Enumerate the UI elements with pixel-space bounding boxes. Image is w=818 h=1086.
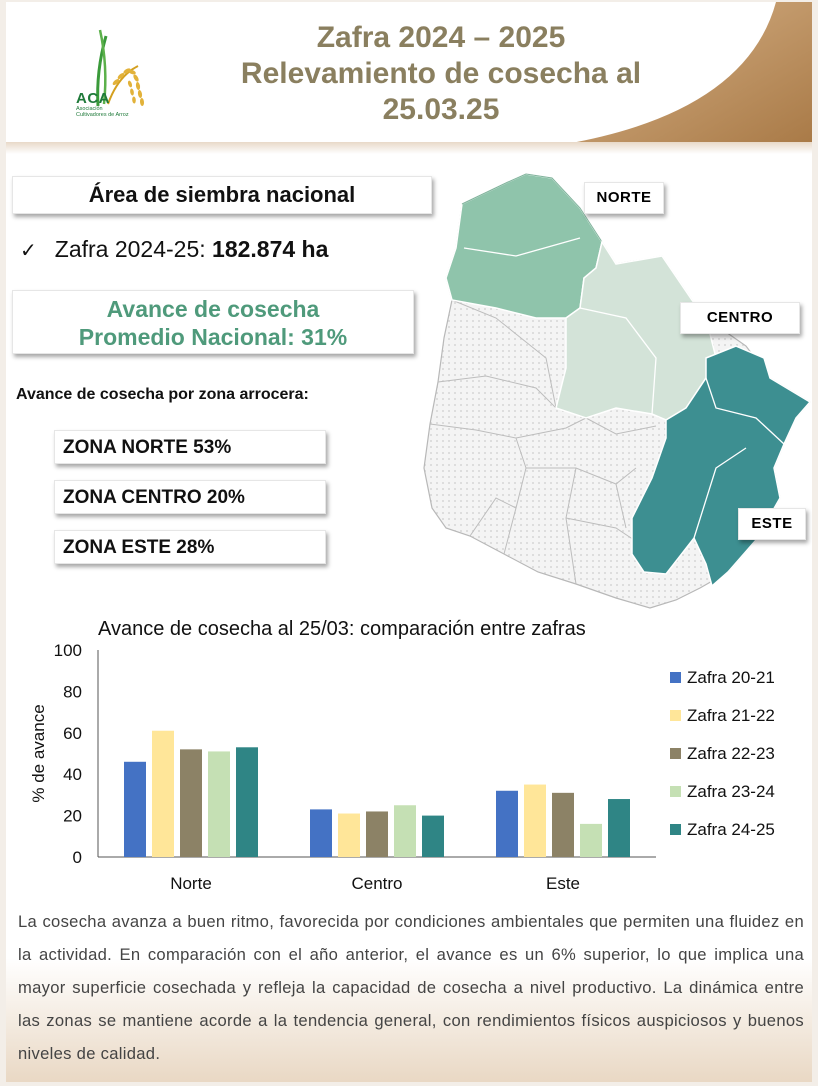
avance-line-1: Avance de cosecha xyxy=(106,296,320,322)
map-zone-este xyxy=(631,345,812,588)
legend-swatch xyxy=(670,748,681,759)
legend-swatch xyxy=(670,710,681,721)
legend-item: Zafra 21-22 xyxy=(670,706,775,726)
y-tick-label: 60 xyxy=(63,724,82,743)
bar-este-0 xyxy=(496,790,518,857)
map-este-border xyxy=(693,377,785,539)
x-category-label: Norte xyxy=(170,874,212,893)
map-zone-norte xyxy=(445,173,603,319)
map-norte-border xyxy=(463,237,581,257)
report-page: ACA Asociación Cultivadores de Arroz Zaf… xyxy=(6,2,812,1082)
title-line-2: Relevamiento de cosecha al xyxy=(240,57,642,90)
bar-centro-2 xyxy=(366,811,388,857)
map-label-centro: CENTRO xyxy=(680,302,800,334)
zona-heading: Avance de cosecha por zona arrocera: xyxy=(16,386,309,403)
legend-swatch xyxy=(670,672,681,683)
legend-item: Zafra 24-25 xyxy=(670,820,775,840)
check-icon: ✓ xyxy=(20,240,37,262)
y-tick-label: 0 xyxy=(73,848,82,867)
avance-nacional-box: Avance de cosecha Promedio Nacional: 31% xyxy=(12,290,414,354)
header-swoosh xyxy=(566,2,812,144)
legend-swatch xyxy=(670,824,681,835)
x-category-label: Este xyxy=(546,874,580,893)
legend-item: Zafra 22-23 xyxy=(670,744,775,764)
zona-norte-box: ZONA NORTE 53% xyxy=(54,430,326,464)
y-tick-label: 80 xyxy=(63,682,82,701)
bar-chart: 0 20 40 60 80 100 % de avance Norte Centro Este xyxy=(29,641,656,893)
bar-norte-2 xyxy=(180,749,202,857)
logo-subtitle-line1: Asociación xyxy=(76,106,103,112)
logo-text: ACA xyxy=(76,90,110,107)
bar-centro-4 xyxy=(422,815,444,857)
summary-paragraph: La cosecha avanza a buen ritmo, favoreci… xyxy=(18,912,804,1063)
legend-label: Zafra 22-23 xyxy=(687,744,775,763)
title-line-3: 25.03.25 xyxy=(382,93,500,126)
legend-label: Zafra 21-22 xyxy=(687,706,775,725)
legend-label: Zafra 23-24 xyxy=(687,782,775,801)
bar-este-2 xyxy=(552,792,574,857)
map-zone-norte-edge xyxy=(461,173,603,243)
bar-centro-0 xyxy=(310,809,332,857)
bottom-band xyxy=(6,958,812,1082)
bar-norte-0 xyxy=(124,761,146,857)
logo-subtitle: Asociación Cultivadores de Arroz xyxy=(76,106,156,118)
zafra-label: Zafra 2024-25: xyxy=(54,236,213,262)
legend-label: Zafra 24-25 xyxy=(687,820,775,839)
map-label-este: ESTE xyxy=(738,508,806,540)
chart-title: Avance de cosecha al 25/03: comparación … xyxy=(98,618,586,640)
bar-norte-4 xyxy=(236,747,258,857)
zafra-area-line: ✓ Zafra 2024-25: 182.874 ha xyxy=(20,236,328,263)
zona-centro-box: ZONA CENTRO 20% xyxy=(54,480,326,514)
header-divider xyxy=(6,142,812,154)
bar-este-4 xyxy=(608,799,630,857)
bar-norte-3 xyxy=(208,751,230,857)
legend-label: Zafra 20-21 xyxy=(687,668,775,687)
uruguay-zones-map xyxy=(423,173,812,609)
bar-norte-1 xyxy=(152,730,174,857)
map-label-norte: NORTE xyxy=(584,182,664,214)
map-department-borders xyxy=(429,299,657,585)
page-title: Zafra 2024 – 2025 Relevamiento de cosech… xyxy=(176,20,706,128)
y-tick-label: 20 xyxy=(63,807,82,826)
bar-este-3 xyxy=(580,823,602,857)
map-centro-border xyxy=(579,307,657,415)
legend-swatch xyxy=(670,786,681,797)
zafra-value: 182.874 ha xyxy=(212,236,329,262)
zona-este-box: ZONA ESTE 28% xyxy=(54,530,326,564)
area-title-box: Área de siembra nacional xyxy=(12,176,432,214)
bar-centro-1 xyxy=(338,813,360,857)
avance-line-2: Promedio Nacional: 31% xyxy=(78,324,348,350)
y-tick-label: 100 xyxy=(54,641,82,660)
y-axis-label: % de avance xyxy=(29,704,48,802)
bar-centro-3 xyxy=(394,805,416,857)
legend-item: Zafra 20-21 xyxy=(670,668,775,688)
title-line-1: Zafra 2024 – 2025 xyxy=(316,21,566,54)
rice-plant-logo-icon xyxy=(96,29,145,107)
logo-subtitle-line2: Cultivadores de Arroz xyxy=(76,112,129,118)
bar-este-1 xyxy=(524,784,546,857)
x-category-label: Centro xyxy=(351,874,402,893)
legend-item: Zafra 23-24 xyxy=(670,782,775,802)
y-tick-label: 40 xyxy=(63,765,82,784)
